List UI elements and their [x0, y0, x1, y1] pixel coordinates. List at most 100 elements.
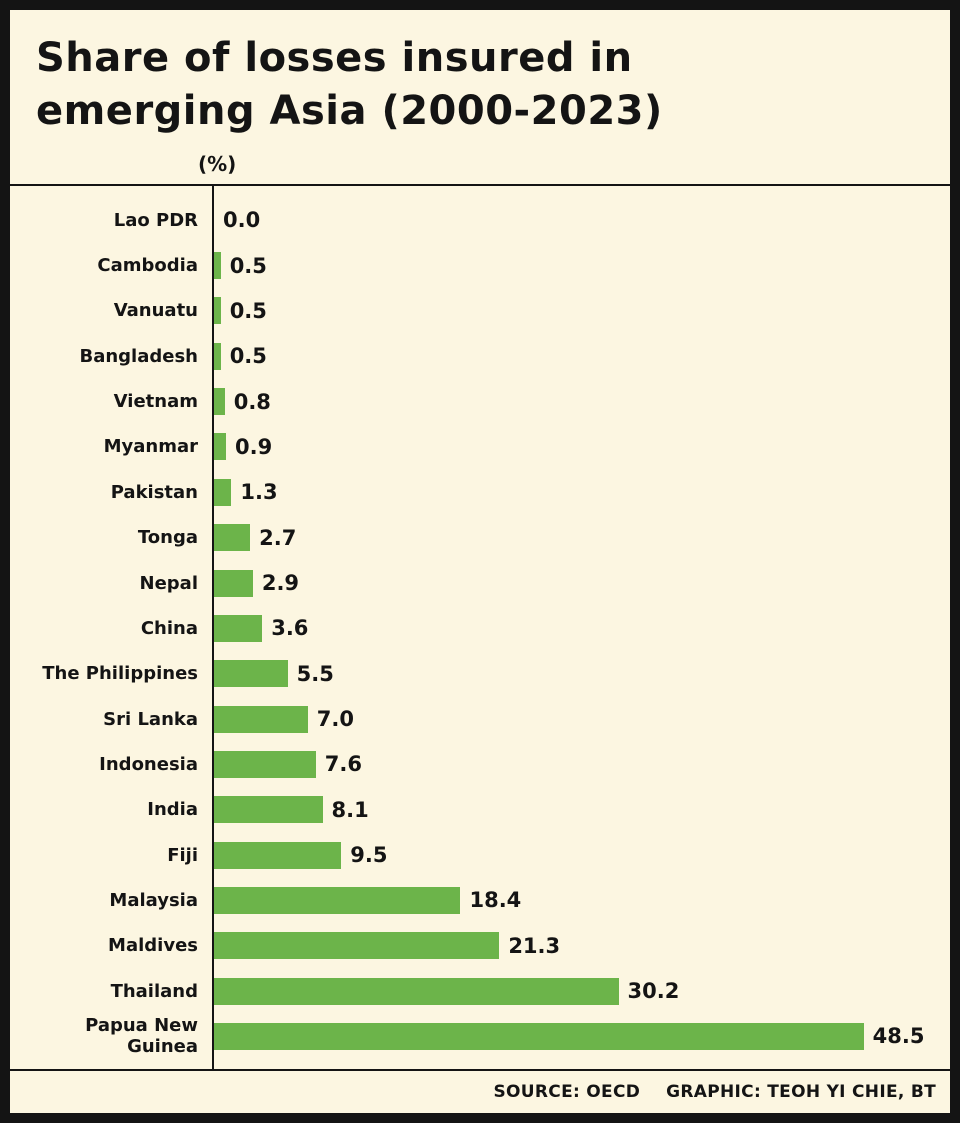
category-label: India	[147, 799, 198, 821]
chart-row: Maldives 21.3	[10, 923, 950, 968]
bar-area: 3.6	[212, 606, 950, 651]
category-label: Cambodia	[97, 255, 198, 277]
bar	[214, 660, 288, 688]
chart-row: Cambodia 0.5	[10, 243, 950, 288]
bar	[214, 841, 342, 869]
category-label: Thailand	[110, 980, 198, 1002]
chart-row: Bangladesh 0.5	[10, 334, 950, 379]
value-label: 48.5	[872, 1024, 925, 1049]
category-label: Myanmar	[103, 436, 198, 458]
bar	[214, 524, 251, 552]
chart-row: Tonga 2.7	[10, 515, 950, 560]
chart-row: Vietnam 0.8	[10, 379, 950, 424]
category-label: Papua New Guinea	[85, 1015, 198, 1058]
bar	[214, 796, 323, 824]
value-label: 0.5	[229, 298, 267, 323]
chart-title: Share of losses insured in emerging Asia…	[36, 35, 663, 134]
bar-area: 18.4	[212, 878, 950, 923]
bar-area: 7.6	[212, 742, 950, 787]
value-label: 7.0	[316, 707, 354, 732]
category-label: Vanuatu	[113, 300, 198, 322]
value-label: 0.5	[229, 344, 267, 369]
source-label: SOURCE: OECD	[493, 1082, 641, 1102]
bar-area: 2.9	[212, 560, 950, 605]
bar	[214, 1022, 864, 1050]
bar	[214, 252, 221, 280]
category-label: Malaysia	[109, 889, 198, 911]
bar-area: 0.0	[212, 198, 950, 243]
chart-row: Malaysia 18.4	[10, 878, 950, 923]
category-label: Lao PDR	[113, 209, 198, 231]
chart-row: Thailand 30.2	[10, 968, 950, 1013]
value-label: 8.1	[331, 797, 369, 822]
category-label: Bangladesh	[79, 345, 198, 367]
value-label: 7.6	[324, 752, 362, 777]
bar	[214, 750, 316, 778]
category-label: Vietnam	[113, 391, 198, 413]
bar-area: 0.9	[212, 424, 950, 469]
bar-area: 5.5	[212, 651, 950, 696]
bar-area: 0.5	[212, 243, 950, 288]
chart-row: The Philippines 5.5	[10, 651, 950, 696]
category-label: Indonesia	[99, 753, 198, 775]
footer: SOURCE: OECD GRAPHIC: TEOH YI CHIE, BT	[10, 1071, 950, 1113]
value-label: 0.5	[229, 253, 267, 278]
bar-area: 0.5	[212, 334, 950, 379]
value-label: 3.6	[271, 616, 309, 641]
bar-area: 9.5	[212, 832, 950, 877]
value-label: 9.5	[350, 843, 388, 868]
chart-row: Nepal 2.9	[10, 560, 950, 605]
chart-row: Papua New Guinea 48.5	[10, 1014, 950, 1059]
category-label: Nepal	[139, 572, 198, 594]
chart-row: Myanmar 0.9	[10, 424, 950, 469]
bar	[214, 297, 221, 325]
bar	[214, 977, 619, 1005]
bar-area: 7.0	[212, 696, 950, 741]
y-axis-line	[212, 185, 214, 1069]
credit-label: GRAPHIC: TEOH YI CHIE, BT	[666, 1082, 936, 1102]
bar	[214, 886, 461, 914]
chart-row: Indonesia 7.6	[10, 742, 950, 787]
bar-area: 1.3	[212, 470, 950, 515]
bar-area: 30.2	[212, 968, 950, 1013]
category-label: Sri Lanka	[103, 708, 198, 730]
category-label: Tonga	[137, 527, 198, 549]
value-label: 18.4	[469, 888, 522, 913]
bar-area: 48.5	[212, 1014, 950, 1059]
bar	[214, 342, 221, 370]
chart-row: Pakistan 1.3	[10, 470, 950, 515]
category-label: Fiji	[167, 844, 198, 866]
category-label: Pakistan	[110, 481, 198, 503]
value-label: 1.3	[240, 480, 278, 505]
bar	[214, 614, 263, 642]
bar-area: 0.5	[212, 288, 950, 333]
value-label: 21.3	[508, 933, 561, 958]
bar	[214, 388, 225, 416]
chart-row: India 8.1	[10, 787, 950, 832]
chart-row: Vanuatu 0.5	[10, 288, 950, 333]
value-label: 2.7	[259, 525, 297, 550]
chart-row: Sri Lanka 7.0	[10, 696, 950, 741]
value-label: 2.9	[261, 571, 300, 596]
value-label: 5.5	[296, 661, 334, 686]
percent-unit-label: (%)	[198, 151, 237, 176]
bar-area: 0.8	[212, 379, 950, 424]
category-label: China	[140, 617, 198, 639]
chart-row: Lao PDR 0.0	[10, 198, 950, 243]
bottom-rule	[10, 1069, 950, 1071]
value-label: 0.0	[223, 208, 261, 233]
bar	[214, 478, 232, 506]
value-label: 0.9	[235, 434, 273, 459]
category-label: Maldives	[108, 935, 198, 957]
bar	[214, 705, 308, 733]
bar	[214, 569, 253, 597]
bar-area: 2.7	[212, 515, 950, 560]
value-label: 0.8	[233, 389, 271, 414]
chart-row: Fiji 9.5	[10, 832, 950, 877]
bar	[214, 433, 227, 461]
category-label: The Philippines	[42, 663, 198, 685]
bar	[214, 932, 500, 960]
chart-row: China 3.6	[10, 606, 950, 651]
value-label: 30.2	[627, 979, 680, 1004]
